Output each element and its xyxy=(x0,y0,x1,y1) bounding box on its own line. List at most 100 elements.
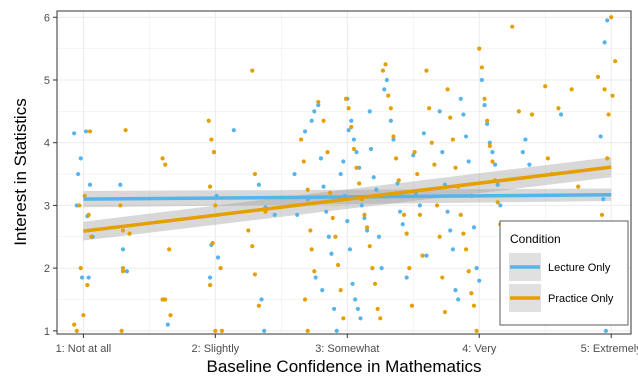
x-tick-label: 2: Slightly xyxy=(191,343,239,355)
data-point xyxy=(396,178,401,183)
data-point xyxy=(81,313,86,318)
data-point xyxy=(404,231,409,236)
data-point xyxy=(318,156,324,161)
data-point xyxy=(479,65,484,70)
data-point xyxy=(471,225,477,230)
data-point xyxy=(516,109,521,114)
data-point xyxy=(309,247,314,252)
data-point xyxy=(368,146,374,152)
data-point xyxy=(477,278,482,283)
data-point xyxy=(448,115,453,120)
data-point xyxy=(437,234,442,239)
data-point xyxy=(558,112,564,117)
x-axis-ticks: 1: Not at all 2: Slightly 3: Somewhat 4: Ve… xyxy=(56,334,638,355)
data-point xyxy=(371,175,376,180)
data-point xyxy=(367,109,372,114)
data-point xyxy=(479,77,484,83)
data-point xyxy=(215,255,221,260)
data-point xyxy=(543,84,548,89)
data-point xyxy=(330,215,335,221)
data-point xyxy=(610,93,615,98)
data-point xyxy=(458,96,463,101)
data-point xyxy=(510,24,515,29)
data-point xyxy=(329,251,334,256)
x-tick-label: 3: Somewhat xyxy=(315,343,379,355)
data-point xyxy=(299,137,304,142)
data-point xyxy=(445,209,450,214)
y-tick-label: 6 xyxy=(44,12,50,24)
data-point xyxy=(292,171,297,177)
data-point xyxy=(606,112,611,117)
data-point xyxy=(167,247,172,252)
data-point xyxy=(163,162,168,167)
data-point xyxy=(163,297,168,302)
data-point xyxy=(458,212,463,217)
data-point xyxy=(256,182,261,187)
data-point xyxy=(346,106,351,111)
data-point xyxy=(545,156,550,161)
data-point xyxy=(160,156,165,161)
data-point xyxy=(485,121,490,126)
data-point xyxy=(383,62,388,67)
data-point xyxy=(324,209,329,214)
data-point xyxy=(432,162,437,167)
data-point xyxy=(453,165,458,170)
y-tick-label: 4 xyxy=(44,138,50,150)
data-point xyxy=(429,140,434,145)
data-point xyxy=(343,96,349,101)
data-point xyxy=(347,247,353,252)
data-point xyxy=(397,209,403,214)
legend-title: Condition xyxy=(510,232,561,246)
data-point xyxy=(605,156,610,161)
data-point xyxy=(308,228,313,233)
data-point xyxy=(378,316,383,321)
data-point xyxy=(305,328,310,333)
data-point xyxy=(466,159,471,164)
data-point xyxy=(424,253,429,258)
data-point xyxy=(338,171,343,177)
data-point xyxy=(417,203,422,208)
data-point xyxy=(424,68,429,73)
data-point xyxy=(168,313,173,318)
data-point xyxy=(487,143,492,148)
data-point xyxy=(127,231,132,236)
data-point xyxy=(466,269,471,274)
x-axis-title: Baseline Confidence in Mathematics xyxy=(207,357,482,376)
data-point xyxy=(421,131,426,136)
data-point xyxy=(86,212,91,217)
data-point xyxy=(609,15,614,20)
data-point xyxy=(375,306,380,312)
data-point xyxy=(334,328,339,333)
data-point xyxy=(252,171,258,177)
data-point xyxy=(123,128,128,133)
data-point xyxy=(305,187,310,192)
data-point xyxy=(599,212,605,217)
data-point xyxy=(440,275,445,280)
data-point xyxy=(354,150,359,155)
fit-line xyxy=(83,193,612,201)
data-point xyxy=(259,297,264,302)
data-point xyxy=(346,128,351,133)
data-point xyxy=(463,134,469,139)
y-tick-label: 5 xyxy=(44,75,50,87)
data-point xyxy=(82,193,87,199)
data-point xyxy=(256,303,261,308)
data-point xyxy=(520,150,525,155)
data-point xyxy=(118,203,123,208)
data-point xyxy=(456,297,461,302)
data-point xyxy=(495,200,500,205)
data-point xyxy=(388,118,393,123)
data-point xyxy=(374,187,379,192)
data-point xyxy=(355,306,360,312)
x-tick-label: 5: Extremely xyxy=(581,343,638,355)
data-point xyxy=(362,215,367,221)
data-point xyxy=(351,137,356,142)
data-point xyxy=(367,244,372,249)
data-point xyxy=(262,328,267,333)
data-point xyxy=(209,137,214,142)
data-point xyxy=(404,275,409,280)
data-point xyxy=(120,269,126,274)
data-point xyxy=(341,316,346,321)
data-point xyxy=(252,272,258,277)
